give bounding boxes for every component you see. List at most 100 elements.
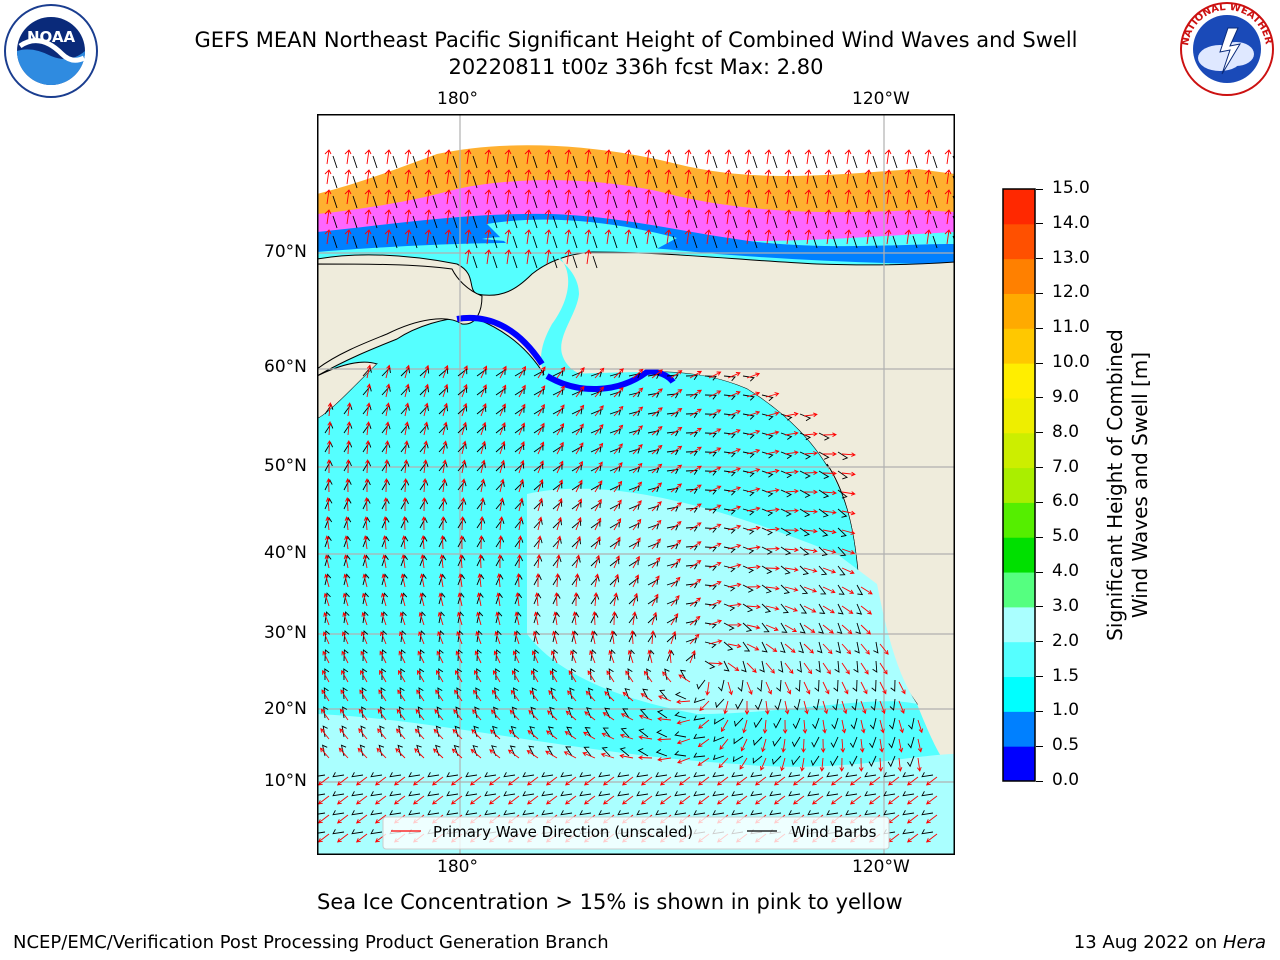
colorbar-segment bbox=[1003, 711, 1035, 747]
wave-arrow bbox=[651, 463, 663, 474]
wave-arrow bbox=[564, 149, 572, 165]
wave-arrow bbox=[472, 689, 482, 702]
wind-barb bbox=[761, 394, 774, 402]
colorbar-tick-mark bbox=[1036, 536, 1043, 538]
wave-arrow bbox=[784, 605, 798, 612]
wind-barb bbox=[609, 465, 621, 472]
wind-barb bbox=[812, 215, 818, 229]
wave-arrow bbox=[355, 776, 368, 786]
wave-arrow bbox=[593, 592, 599, 607]
wave-arrow bbox=[784, 681, 792, 695]
wind-barb bbox=[869, 736, 877, 749]
wind-barb bbox=[612, 155, 618, 169]
wind-barb bbox=[532, 195, 538, 209]
wind-barb bbox=[832, 235, 838, 249]
wind-barb bbox=[590, 427, 602, 434]
wave-arrow bbox=[667, 649, 673, 664]
wave-arrow bbox=[474, 670, 482, 683]
wind-barb bbox=[872, 660, 878, 673]
wave-arrow bbox=[724, 209, 732, 225]
wind-barb bbox=[552, 175, 558, 189]
wave-arrow bbox=[924, 169, 932, 185]
wave-arrow bbox=[480, 478, 486, 493]
wind-barb bbox=[362, 554, 370, 567]
colorbar-tick-mark bbox=[1036, 292, 1043, 294]
wind-barb bbox=[512, 155, 518, 169]
wind-barb bbox=[685, 601, 698, 607]
wave-arrow bbox=[624, 209, 632, 225]
wave-arrow bbox=[341, 650, 349, 664]
wind-barb bbox=[883, 810, 896, 816]
wind-barb bbox=[837, 470, 848, 480]
wind-barb bbox=[438, 386, 449, 396]
wind-barb bbox=[492, 195, 498, 209]
wind-barb bbox=[921, 772, 934, 778]
wave-arrow bbox=[754, 776, 767, 786]
wind-barb bbox=[351, 829, 364, 835]
wind-barb bbox=[472, 235, 478, 249]
wave-arrow bbox=[384, 440, 390, 455]
wave-arrow bbox=[594, 423, 604, 436]
wind-barb bbox=[400, 498, 409, 510]
wind-barb bbox=[495, 649, 501, 662]
wave-arrow bbox=[830, 776, 843, 786]
wind-barb bbox=[712, 175, 718, 189]
wave-arrow bbox=[822, 643, 833, 655]
wind-barb bbox=[609, 521, 620, 529]
wave-arrow bbox=[556, 554, 561, 569]
wave-arrow bbox=[432, 748, 444, 759]
wave-arrow bbox=[545, 730, 558, 740]
colorbar-tick-label: 15.0 bbox=[1052, 178, 1090, 198]
wave-arrow bbox=[884, 169, 892, 185]
wave-arrow bbox=[746, 564, 761, 570]
wind-barb bbox=[854, 641, 860, 654]
wave-arrow bbox=[764, 169, 772, 185]
wave-arrow bbox=[381, 592, 387, 607]
wave-arrow bbox=[697, 738, 710, 748]
wind-barb bbox=[609, 539, 620, 548]
wind-barb bbox=[737, 679, 744, 692]
chart-subtitle: 20220811 t00z 336h fcst Max: 2.80 bbox=[448, 55, 824, 79]
wind-barb bbox=[742, 413, 755, 420]
wave-arrow bbox=[567, 690, 577, 702]
wind-barb bbox=[772, 215, 778, 229]
wave-arrow bbox=[619, 753, 634, 759]
wave-arrow bbox=[670, 630, 677, 645]
wind-barb bbox=[628, 504, 640, 510]
wave-arrow bbox=[470, 748, 482, 759]
wave-arrow bbox=[804, 149, 812, 165]
wave-arrow bbox=[820, 738, 826, 753]
wind-barb bbox=[811, 736, 820, 748]
wave-arrow bbox=[860, 681, 868, 695]
wind-barb bbox=[571, 482, 582, 491]
wave-arrow bbox=[464, 149, 472, 165]
wind-barb bbox=[492, 255, 498, 269]
wind-barb bbox=[528, 745, 535, 757]
wind-barb bbox=[674, 711, 687, 719]
wave-arrow bbox=[742, 719, 748, 734]
wind-barb bbox=[438, 405, 449, 415]
wave-arrow bbox=[384, 189, 392, 205]
wind-barb bbox=[818, 546, 828, 556]
wind-barb bbox=[799, 413, 812, 422]
wave-arrow bbox=[584, 209, 592, 225]
wave-arrow bbox=[404, 383, 410, 398]
wave-arrow bbox=[592, 611, 597, 626]
wave-arrow bbox=[744, 209, 752, 225]
wave-arrow bbox=[604, 189, 612, 205]
wave-arrow bbox=[704, 189, 712, 205]
wind-barb bbox=[674, 691, 687, 700]
wave-arrow bbox=[398, 669, 406, 683]
wave-arrow bbox=[784, 149, 792, 165]
wind-barb bbox=[666, 616, 678, 624]
wave-arrow bbox=[803, 624, 816, 634]
wave-arrow bbox=[746, 545, 761, 550]
wind-barb bbox=[837, 584, 845, 595]
wave-arrow bbox=[548, 690, 558, 702]
wave-arrow bbox=[381, 573, 387, 588]
wave-arrow bbox=[402, 497, 408, 512]
wind-barb bbox=[567, 706, 574, 719]
wind-barb bbox=[362, 649, 368, 662]
wave-arrow bbox=[879, 738, 884, 753]
wind-barb bbox=[693, 733, 706, 739]
